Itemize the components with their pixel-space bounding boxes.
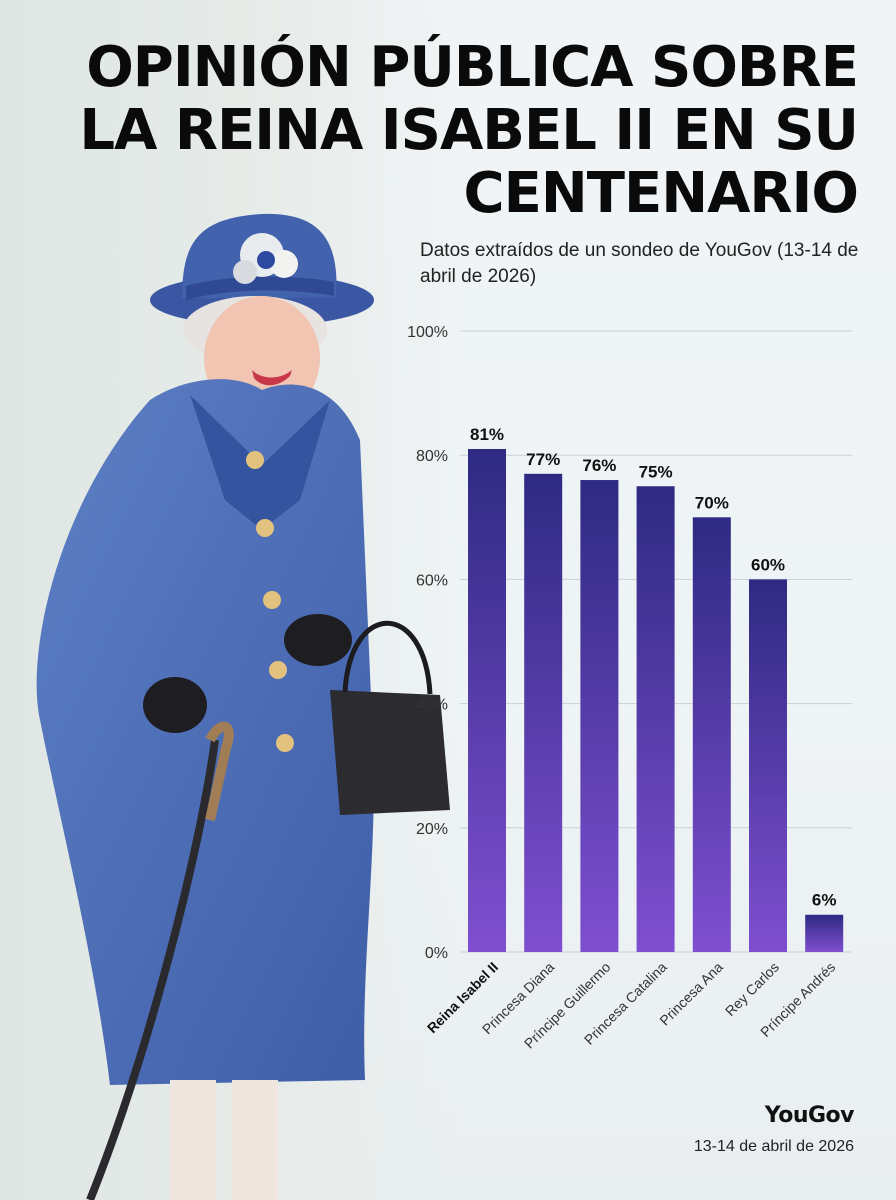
bar: [468, 448, 506, 952]
leg: [170, 1080, 216, 1200]
y-tick-label: 0%: [425, 945, 448, 962]
walking-cane: [86, 739, 219, 1200]
handbag: [330, 690, 450, 815]
leg: [232, 1080, 278, 1200]
bar-value-label: 81%: [470, 425, 504, 444]
y-axis: 0% 20% 40% 60% 80% 100%: [407, 324, 448, 962]
coat-button: [263, 591, 281, 609]
y-tick-label: 60%: [416, 572, 448, 589]
coat-button: [256, 519, 274, 537]
bar-value-label: 77%: [526, 450, 560, 469]
coat-button: [246, 451, 264, 469]
coat-button: [269, 661, 287, 679]
y-tick-label: 100%: [407, 324, 448, 341]
coat-button: [276, 734, 294, 752]
bar: [692, 517, 731, 952]
bar-value-label: 76%: [582, 456, 616, 475]
bar: [580, 480, 619, 952]
glove: [143, 677, 207, 733]
bar-value-label: 70%: [695, 493, 729, 512]
glove: [284, 614, 352, 666]
bar: [524, 473, 563, 952]
bar-value-label: 60%: [751, 555, 785, 574]
x-tick-label: Rey Carlos: [722, 959, 782, 1019]
bar: [805, 914, 844, 952]
y-tick-label: 20%: [416, 821, 448, 838]
bar: [749, 579, 787, 952]
y-tick-label: 80%: [416, 448, 448, 465]
page-title: OPINIÓN PÚBLICA SOBRE LA REINA ISABEL II…: [79, 35, 859, 226]
chart-subtitle: Datos extraídos de un sondeo de YouGov (…: [420, 240, 859, 287]
footer-date: 13-14 de abril de 2026: [693, 1138, 854, 1155]
bar-value-label: 75%: [639, 462, 673, 481]
y-tick-label: 40%: [416, 697, 448, 714]
bar: [636, 486, 675, 952]
value-labels: 81% 77% 76% 75% 70% 60% 6%: [470, 425, 837, 910]
bar-value-label: 6%: [812, 891, 837, 910]
queen-photo: [36, 213, 450, 1200]
brand-logo: YouGov: [764, 1103, 855, 1128]
bars: [468, 448, 844, 952]
coat: [36, 379, 374, 1086]
